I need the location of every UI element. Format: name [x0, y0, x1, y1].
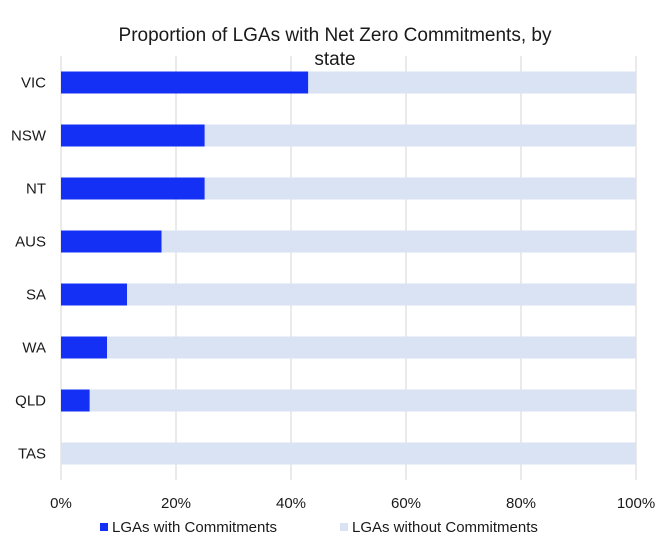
tick-label-80pct: 80% — [506, 495, 536, 512]
bar-aus-without-commitments — [161, 230, 636, 253]
legend-swatch-without-commitments — [340, 523, 348, 531]
category-label-wa: WA — [22, 340, 46, 357]
bar-sa-with-commitments — [61, 283, 128, 306]
bar-vic-without-commitments — [308, 71, 636, 94]
legend: LGAs with Commitments LGAs without Commit… — [100, 519, 538, 536]
bar-nt-with-commitments — [61, 177, 205, 200]
bar-nt-without-commitments — [204, 177, 636, 200]
bar-qld-without-commitments — [89, 389, 636, 412]
category-label-vic: VIC — [21, 75, 46, 92]
x-axis-tick-labels: 0% 20% 40% 60% 80% 100% — [50, 495, 655, 512]
category-label-tas: TAS — [18, 446, 46, 463]
category-label-nt: NT — [26, 181, 46, 198]
tick-label-100pct: 100% — [617, 495, 655, 512]
tick-label-60pct: 60% — [391, 495, 421, 512]
bar-aus-with-commitments — [61, 230, 162, 253]
bar-nsw-without-commitments — [204, 124, 636, 147]
bar-nsw-with-commitments — [61, 124, 205, 147]
category-label-qld: QLD — [15, 393, 46, 410]
bar-vic-with-commitments — [61, 71, 309, 94]
bar-wa-without-commitments — [107, 336, 636, 359]
legend-label-without-commitments: LGAs without Commitments — [352, 519, 538, 536]
gridlines — [60, 56, 637, 480]
bars — [61, 71, 636, 465]
chart-title-line-2: state — [314, 49, 355, 70]
category-label-aus: AUS — [15, 234, 46, 251]
tick-label-0pct: 0% — [50, 495, 72, 512]
category-label-nsw: NSW — [11, 128, 47, 145]
tick-label-20pct: 20% — [161, 495, 191, 512]
category-labels: VIC NSW NT AUS SA WA QLD TAS — [11, 75, 47, 463]
legend-swatch-with-commitments — [100, 523, 108, 531]
bar-wa-with-commitments — [61, 336, 107, 359]
chart-title-line-1: Proportion of LGAs with Net Zero Commitm… — [119, 25, 552, 46]
bar-tas-without-commitments — [61, 442, 636, 465]
bar-sa-without-commitments — [127, 283, 636, 306]
bar-qld-with-commitments — [61, 389, 90, 412]
tick-label-40pct: 40% — [276, 495, 306, 512]
legend-label-with-commitments: LGAs with Commitments — [112, 519, 277, 536]
category-label-sa: SA — [26, 287, 46, 304]
